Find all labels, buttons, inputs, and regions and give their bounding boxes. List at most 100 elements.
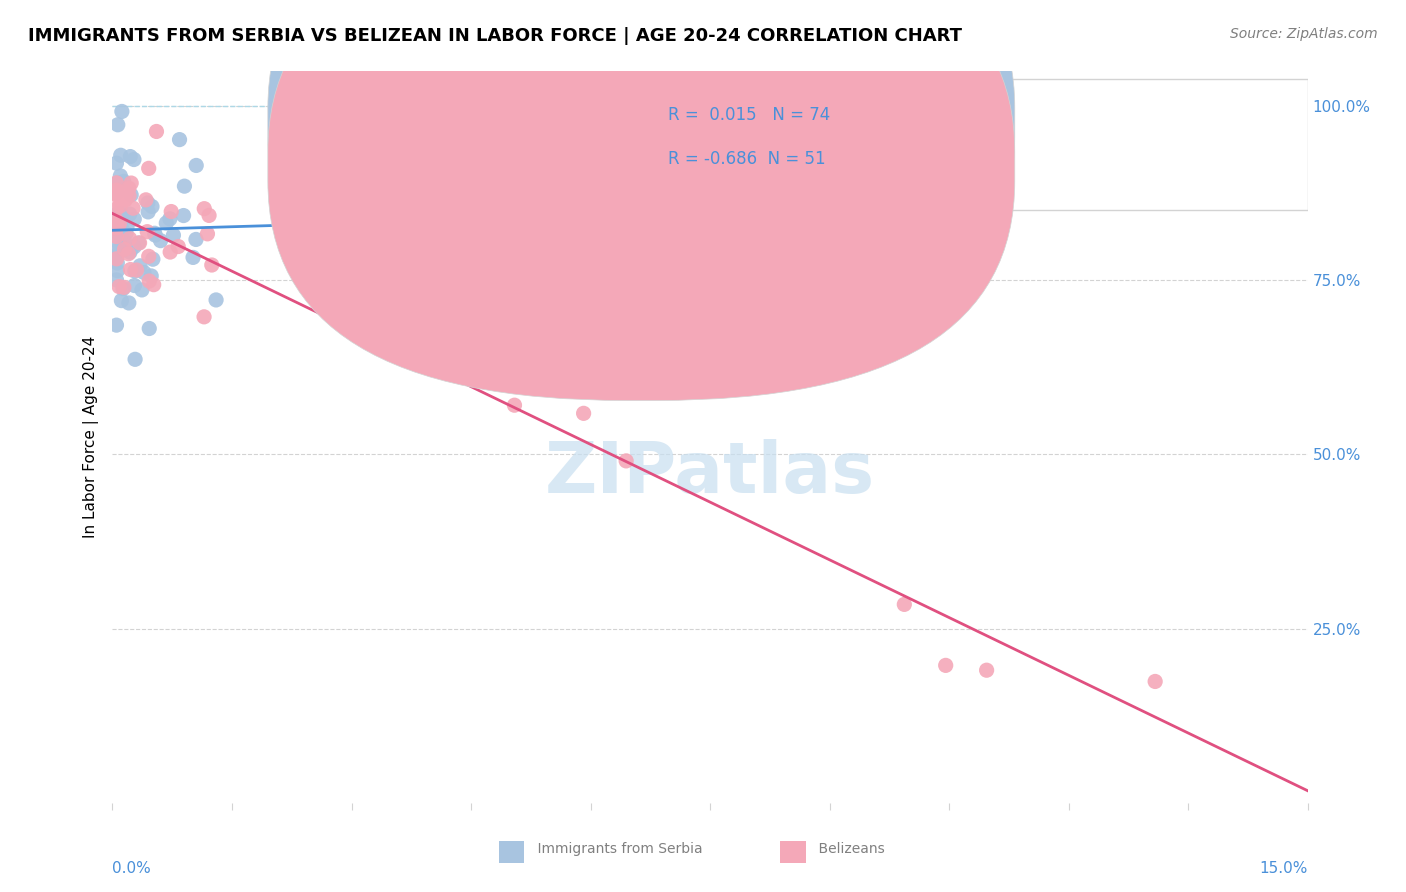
Point xyxy=(105,216,128,230)
Point xyxy=(506,354,529,368)
Point xyxy=(120,176,142,190)
Point xyxy=(105,244,128,258)
Point xyxy=(110,220,132,235)
Point xyxy=(138,249,160,263)
Point xyxy=(142,277,165,292)
Point xyxy=(115,220,138,235)
Point xyxy=(132,265,155,279)
Point xyxy=(105,229,128,244)
Text: R = -0.686  N = 51: R = -0.686 N = 51 xyxy=(668,150,825,168)
Point xyxy=(115,241,138,255)
Point xyxy=(503,398,526,412)
Point xyxy=(105,213,128,227)
Point xyxy=(120,150,142,164)
Point xyxy=(159,211,181,226)
Point xyxy=(142,252,165,267)
Point xyxy=(122,201,145,215)
Point xyxy=(105,252,128,266)
Point xyxy=(197,227,219,241)
Point xyxy=(115,227,138,241)
Point xyxy=(169,133,191,147)
Point xyxy=(131,283,153,297)
Point xyxy=(105,250,128,264)
Point xyxy=(105,156,128,170)
Point xyxy=(124,352,146,367)
Point xyxy=(893,598,915,612)
Point xyxy=(173,179,195,194)
Point xyxy=(128,235,150,250)
FancyBboxPatch shape xyxy=(603,78,1308,211)
Point xyxy=(201,258,224,272)
Point xyxy=(127,235,149,250)
Point xyxy=(110,169,132,183)
Point xyxy=(184,232,207,246)
Point xyxy=(136,196,159,211)
Point xyxy=(110,219,132,234)
Point xyxy=(120,262,142,277)
Point xyxy=(108,210,131,224)
Point xyxy=(112,239,135,253)
Point xyxy=(107,235,129,250)
Point xyxy=(136,205,159,219)
Point xyxy=(105,248,128,262)
Point xyxy=(122,212,145,227)
Point xyxy=(136,225,159,239)
Text: 15.0%: 15.0% xyxy=(1260,862,1308,876)
FancyBboxPatch shape xyxy=(269,0,1015,401)
Point xyxy=(141,268,163,283)
Point xyxy=(105,178,128,192)
Text: 0.0%: 0.0% xyxy=(112,862,152,876)
Point xyxy=(108,217,131,231)
Point xyxy=(124,278,146,293)
Point xyxy=(112,280,135,294)
Point xyxy=(124,240,146,254)
Point xyxy=(110,148,132,162)
Point xyxy=(105,209,128,223)
Point xyxy=(198,209,221,223)
Text: Belizeans: Belizeans xyxy=(801,842,886,856)
Point xyxy=(167,239,190,253)
Point xyxy=(145,124,167,138)
Point xyxy=(108,279,131,293)
Point xyxy=(976,663,998,677)
Point xyxy=(1144,674,1167,689)
Point xyxy=(107,176,129,190)
FancyBboxPatch shape xyxy=(269,0,1015,357)
Point xyxy=(159,245,181,260)
Point xyxy=(118,181,141,195)
Point xyxy=(117,246,139,260)
Point xyxy=(118,296,141,310)
Point xyxy=(114,193,136,207)
Point xyxy=(107,118,129,132)
Point xyxy=(193,202,215,216)
Point xyxy=(135,193,157,207)
Point xyxy=(614,454,637,468)
Point xyxy=(124,264,146,278)
Point xyxy=(105,221,128,235)
Point xyxy=(114,242,136,256)
Point xyxy=(118,232,141,246)
Point xyxy=(143,227,166,241)
Point xyxy=(105,249,128,263)
Point xyxy=(105,218,128,232)
Point xyxy=(118,207,141,221)
Point xyxy=(107,226,129,240)
Point xyxy=(115,185,138,199)
Point xyxy=(105,185,128,199)
Point xyxy=(110,293,132,308)
Point xyxy=(105,221,128,235)
Point xyxy=(138,274,160,288)
Text: Immigrants from Serbia: Immigrants from Serbia xyxy=(520,842,703,856)
Point xyxy=(105,202,128,216)
Point xyxy=(162,228,184,243)
Point xyxy=(129,259,152,273)
Point xyxy=(105,177,128,191)
Point xyxy=(110,199,132,213)
Point xyxy=(155,216,177,230)
Point xyxy=(193,310,215,324)
Point xyxy=(105,185,128,199)
Point xyxy=(112,174,135,188)
Point xyxy=(120,188,142,202)
Point xyxy=(105,183,128,197)
Point xyxy=(108,191,131,205)
